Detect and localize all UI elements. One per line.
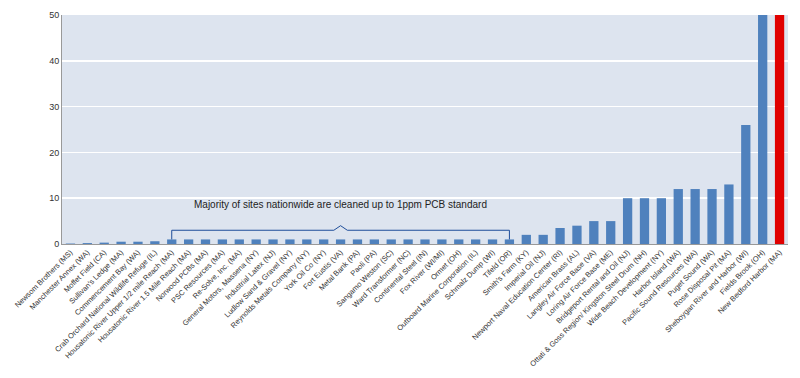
svg-text:40: 40	[49, 56, 59, 66]
svg-text:Puget Sound (WA): Puget Sound (WA)	[666, 248, 717, 299]
svg-text:Moffet Field (CA): Moffet Field (CA)	[62, 248, 109, 295]
svg-text:Fort Eustis (VA): Fort Eustis (VA)	[301, 248, 345, 292]
svg-text:York Oil Co (NY): York Oil Co (NY)	[282, 248, 328, 294]
svg-text:Industrial Latex (NJ): Industrial Latex (NJ)	[223, 248, 277, 302]
svg-text:Sullivan's Ledge (MA): Sullivan's Ledge (MA)	[67, 248, 125, 306]
svg-text:Reynolds Metals Company (NY): Reynolds Metals Company (NY)	[229, 248, 311, 330]
svg-text:Bridgeport Rental and Oil (NJ): Bridgeport Rental and Oil (NJ)	[554, 248, 632, 326]
svg-text:Ottati & Goss Region/ Kingston: Ottati & Goss Region/ Kingston Steel Dru…	[528, 248, 649, 369]
svg-text:Crab Orchard National Wildlife: Crab Orchard National Wildlife Refuge (I…	[53, 248, 159, 354]
svg-text:30: 30	[49, 102, 59, 112]
svg-text:Loring Air Force Base (ME): Loring Air Force Base (ME)	[544, 248, 615, 319]
svg-text:Continental Steel (IN): Continental Steel (IN)	[372, 248, 429, 305]
svg-text:Housatonic River 1.5 Mile Reac: Housatonic River 1.5 Mile Reach (MA)	[96, 248, 193, 345]
svg-text:Ward Transformer (NC): Ward Transformer (NC)	[351, 248, 413, 310]
svg-text:Pacific Sound Resources (WA): Pacific Sound Resources (WA)	[620, 248, 699, 327]
svg-text:Sheboygan River and Harbor (WI: Sheboygan River and Harbor (WI)	[663, 248, 750, 335]
svg-text:PSC Resources (MA): PSC Resources (MA)	[169, 248, 226, 305]
svg-text:50: 50	[49, 10, 59, 20]
svg-text:Tifeld (OR): Tifeld (OR)	[481, 248, 513, 280]
svg-text:Re-Solve, Inc. (MA): Re-Solve, Inc. (MA)	[191, 248, 244, 301]
svg-text:Langley Air Force Base (VA): Langley Air Force Base (VA)	[525, 248, 598, 321]
svg-text:Newsom Brothers (MS): Newsom Brothers (MS)	[13, 248, 75, 310]
svg-text:Manchester Annex (WA): Manchester Annex (WA)	[28, 248, 92, 312]
svg-text:10: 10	[49, 193, 59, 203]
svg-text:Ormet (OH): Ormet (OH)	[429, 248, 463, 282]
svg-text:Ludlow Sand & Gravel (NY): Ludlow Sand & Gravel (NY)	[222, 248, 294, 320]
svg-text:Housatonic River Upper 1/2 mil: Housatonic River Upper 1/2 mile Reach (M…	[63, 248, 176, 361]
svg-text:Fox River (WI/MI): Fox River (WI/MI)	[398, 248, 446, 296]
svg-text:Fields Brook (OH): Fields Brook (OH)	[718, 248, 767, 297]
svg-text:Rose Disposal Pit (MA): Rose Disposal Pit (MA)	[672, 248, 734, 310]
svg-text:20: 20	[49, 148, 59, 158]
svg-text:Metal Bank (PA): Metal Bank (PA)	[317, 248, 362, 293]
svg-text:Commencement Bay (WA): Commencement Bay (WA)	[73, 248, 143, 318]
svg-text:Harbor Island (WA): Harbor Island (WA)	[631, 248, 683, 300]
svg-text:New Bedford Harbor (MA): New Bedford Harbor (MA)	[716, 248, 784, 316]
svg-text:0: 0	[54, 239, 59, 249]
svg-text:Outboard Marine Corporation (I: Outboard Marine Corporation (IL)	[395, 248, 480, 333]
svg-text:Smith's Farm (KY): Smith's Farm (KY)	[481, 248, 531, 298]
svg-text:Imperial Oil (NJ): Imperial Oil (NJ)	[503, 248, 548, 293]
svg-text:Norwood PCBs (MA): Norwood PCBs (MA)	[154, 248, 210, 304]
svg-text:Paoli (PA): Paoli (PA)	[349, 248, 379, 278]
svg-text:Majority of sites nationwide a: Majority of sites nationwide are cleaned…	[194, 199, 487, 210]
svg-text:Sangamo Weston (SC): Sangamo Weston (SC)	[334, 248, 395, 309]
svg-text:Schmalz Dump (WI): Schmalz Dump (WI)	[443, 248, 497, 302]
svg-text:American Brass (AL): American Brass (AL)	[526, 248, 582, 304]
svg-text:Newport Naval Education Center: Newport Naval Education Center (RI)	[470, 248, 564, 342]
svg-text:Wide Beach Development (NY): Wide Beach Development (NY)	[585, 248, 665, 328]
svg-text:General Motors, Massena (NY): General Motors, Massena (NY)	[180, 248, 260, 328]
